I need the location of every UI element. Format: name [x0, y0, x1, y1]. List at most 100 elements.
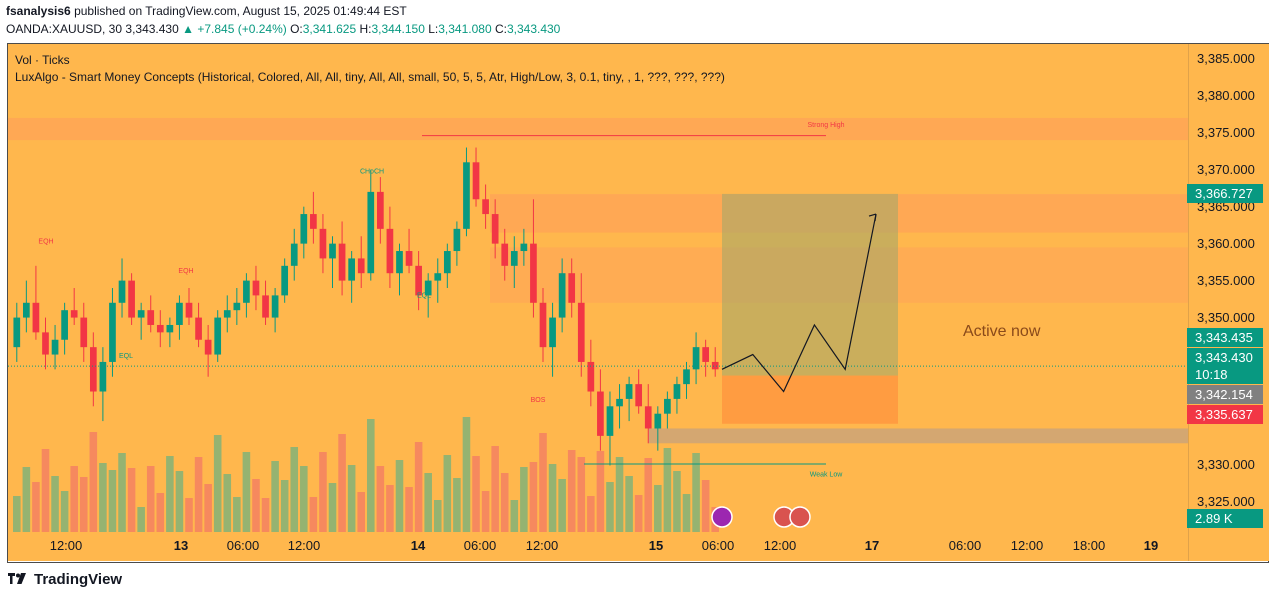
- candle-body: [290, 243, 298, 266]
- candle-body: [319, 228, 327, 259]
- volume-bar: [252, 479, 260, 532]
- candle-body: [300, 214, 308, 244]
- time-axis-tick: 06:00: [948, 538, 982, 553]
- volume-bar: [338, 434, 346, 532]
- price-axis-badge: 10:18: [1187, 365, 1263, 384]
- candle-body: [329, 243, 336, 259]
- structure-label: Weak Low: [810, 472, 843, 479]
- candle-body: [357, 258, 365, 274]
- volume-bar: [472, 456, 480, 532]
- open-label: O:: [290, 22, 303, 36]
- volume-bar: [51, 476, 59, 532]
- candle-body: [482, 199, 489, 215]
- volume-bar: [185, 498, 193, 532]
- volume-bar: [175, 471, 184, 532]
- candle-body: [654, 413, 662, 429]
- volume-bar: [692, 453, 700, 532]
- volume-bar: [414, 442, 423, 532]
- volume-bar: [242, 452, 251, 532]
- tradingview-footer[interactable]: TradingView: [6, 571, 122, 588]
- candle-body: [377, 191, 384, 229]
- candle-body: [711, 361, 719, 370]
- candle-body: [644, 406, 652, 429]
- candle-body: [13, 317, 21, 348]
- volume-bar: [357, 492, 365, 532]
- volume-indicator-label[interactable]: Vol · Ticks: [15, 53, 70, 67]
- time-axis-tick: 12:00: [287, 538, 321, 553]
- candle-body: [23, 302, 30, 318]
- volume-bar: [309, 497, 318, 532]
- volume-bar: [233, 497, 241, 532]
- high-value: 3,344.150: [371, 22, 425, 36]
- volume-bar: [22, 467, 31, 532]
- volume-bar: [548, 464, 557, 532]
- volume-bar: [481, 491, 490, 532]
- time-axis-tick: 13: [173, 538, 189, 553]
- volume-bar: [79, 477, 88, 532]
- volume-bar: [634, 495, 643, 532]
- structure-label: EQH: [38, 239, 53, 246]
- volume-bar: [70, 466, 78, 532]
- candle-body: [166, 324, 174, 333]
- time-axis-tick: 06:00: [701, 538, 735, 553]
- chart-plot-area[interactable]: Strong High Weak Low CHoCH EQH EQH EQL EQL BOS: [8, 44, 1188, 532]
- candle-body: [32, 302, 40, 333]
- candle-body: [635, 384, 643, 407]
- price-axis-tick: 3,350.000: [1197, 309, 1255, 325]
- volume-bar: [453, 478, 461, 532]
- candle-body: [415, 265, 422, 296]
- candle-body: [558, 273, 566, 318]
- candle-body: [606, 406, 614, 436]
- low-value: 3,341.080: [438, 22, 492, 36]
- symbol-info: OANDA:XAUUSD, 30 3,343.430 ▲ +7.845 (+0.…: [6, 22, 560, 36]
- candle-body: [338, 243, 346, 281]
- volume-bar: [118, 453, 126, 532]
- price-axis-tick: 3,370.000: [1197, 161, 1255, 177]
- candle-body: [692, 347, 700, 370]
- candle-body: [501, 243, 509, 266]
- time-axis-tick: 15: [648, 538, 664, 553]
- candle-body: [195, 317, 202, 340]
- author-name[interactable]: fsanalysis6: [6, 4, 71, 18]
- candle-body: [396, 251, 403, 274]
- volume-bar: [319, 452, 327, 532]
- price-axis[interactable]: 3,385.000 3,380.000 3,375.000 3,370.000 3,36…: [1187, 44, 1269, 561]
- candle-body: [577, 302, 585, 362]
- volume-bar: [443, 455, 452, 532]
- candle-body: [386, 228, 394, 274]
- candle-body: [128, 280, 135, 318]
- candle-body: [597, 391, 604, 436]
- volume-bar: [491, 446, 499, 532]
- candle-body: [109, 302, 116, 362]
- structure-label: BOS: [531, 397, 546, 404]
- volume-bar: [108, 470, 117, 532]
- close-value: 3,343.430: [506, 22, 561, 36]
- volume-bar: [271, 461, 279, 532]
- candle-body: [434, 273, 442, 281]
- chart-svg[interactable]: Strong High Weak Low CHoCH EQH EQH EQL EQL BOS: [8, 44, 1188, 532]
- volume-bar: [510, 500, 519, 532]
- structure-label: CHoCH: [360, 168, 384, 175]
- luxalgo-indicator-label[interactable]: LuxAlgo - Smart Money Concepts (Historic…: [15, 70, 725, 84]
- price-axis-badge: 3,335.637: [1187, 405, 1263, 424]
- volume-bar: [60, 491, 69, 532]
- volume-bar: [156, 493, 165, 532]
- volume-bar: [261, 498, 270, 532]
- price-axis-tick: 3,375.000: [1197, 124, 1255, 140]
- volume-bar: [166, 456, 174, 532]
- price-axis-badge: 2.89 K: [1187, 509, 1263, 528]
- symbol-label[interactable]: OANDA:XAUUSD, 30: [6, 22, 123, 36]
- projection-path: [721, 213, 877, 393]
- volume-bar: [99, 463, 107, 532]
- volume-bar: [596, 451, 605, 532]
- volume-bar: [433, 500, 442, 532]
- candle-body: [673, 384, 681, 399]
- structure-label: EQL: [119, 353, 133, 360]
- time-axis-tick: 12:00: [525, 538, 559, 553]
- candle-body: [683, 369, 690, 385]
- volume-bar: [32, 482, 40, 532]
- volume-bar: [529, 462, 538, 532]
- price-axis-tick: 3,325.000: [1197, 494, 1255, 510]
- candle-body: [185, 302, 193, 318]
- time-axis[interactable]: 12:00 13 06:00 12:00 14 06:00 12:00 15 06:00 12:0…: [8, 532, 1188, 561]
